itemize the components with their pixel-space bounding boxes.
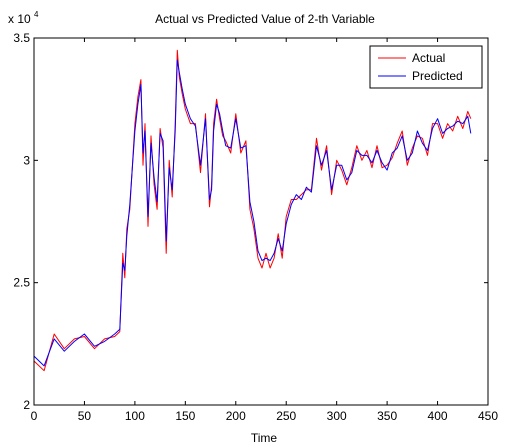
x-tick-label: 50 [78, 409, 92, 423]
x-axis-label: Time [251, 431, 278, 445]
legend-label-actual: Actual [412, 51, 445, 65]
y-tick-label: 2 [23, 398, 30, 412]
y-multiplier-exponent: 4 [34, 10, 39, 19]
series-line-predicted [33, 59, 472, 367]
y-tick-label: 2.5 [13, 276, 30, 290]
x-tick-label: 200 [226, 409, 246, 423]
legend: Actual Predicted [369, 45, 483, 89]
x-tick-label: 250 [276, 409, 296, 423]
legend-box [369, 45, 483, 89]
x-tick-label: 0 [31, 409, 38, 423]
legend-label-predicted: Predicted [412, 69, 463, 83]
x-tick-label: 450 [478, 409, 498, 423]
x-tick-label: 100 [125, 409, 145, 423]
axes-frame [33, 37, 489, 406]
x-tick-label: 400 [428, 409, 448, 423]
y-tick-label: 3 [23, 153, 30, 167]
y-tick-label: 3.5 [13, 31, 30, 45]
x-tick-label: 350 [377, 409, 397, 423]
axes: 0 50 100 150 200 250 300 350 400 450 2 2.5 3 3.5 [13, 31, 498, 423]
y-axis-multiplier: x 10 4 [8, 10, 39, 26]
plot-area [33, 49, 472, 372]
y-multiplier-base: x 10 [8, 12, 31, 26]
x-tick-label: 150 [175, 409, 195, 423]
series-line-actual [33, 49, 472, 372]
x-tick-label: 300 [327, 409, 347, 423]
chart-title: Actual vs Predicted Value of 2-th Variab… [155, 12, 375, 26]
